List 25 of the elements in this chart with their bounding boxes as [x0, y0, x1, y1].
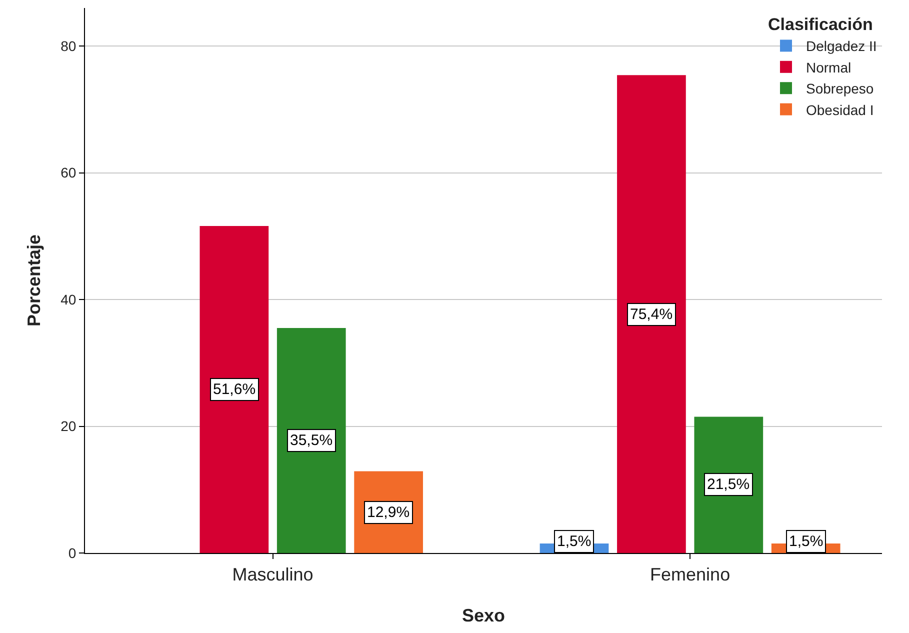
y-tick-label: 60 [60, 164, 76, 181]
bar [276, 328, 346, 553]
y-tick-label: 80 [60, 38, 76, 54]
legend-label: Sobrepeso [806, 80, 874, 97]
data-label: 21,5% [707, 476, 750, 493]
data-label: 75,4% [630, 306, 673, 323]
data-label: 1,5% [789, 533, 824, 550]
data-label: 35,5% [290, 432, 333, 449]
legend-title: Clasificación [768, 15, 873, 34]
y-tick-label: 0 [68, 544, 76, 561]
legend-label: Normal [806, 59, 852, 76]
legend-label: Obesidad I [806, 102, 874, 118]
y-axis-title: Porcentaje [24, 234, 44, 327]
data-label: 1,5% [557, 533, 592, 550]
bar [200, 226, 269, 553]
legend-label: Delgadez II [806, 38, 877, 54]
x-tick-label: Femenino [650, 564, 730, 585]
data-label: 51,6% [213, 381, 256, 398]
data-label: 12,9% [367, 504, 410, 521]
y-tick-label: 40 [60, 291, 76, 308]
bar [694, 416, 764, 553]
y-tick-label: 20 [60, 418, 76, 434]
x-axis-title: Sexo [462, 606, 506, 626]
bar [617, 75, 686, 553]
x-tick-label: Masculino [232, 564, 314, 585]
